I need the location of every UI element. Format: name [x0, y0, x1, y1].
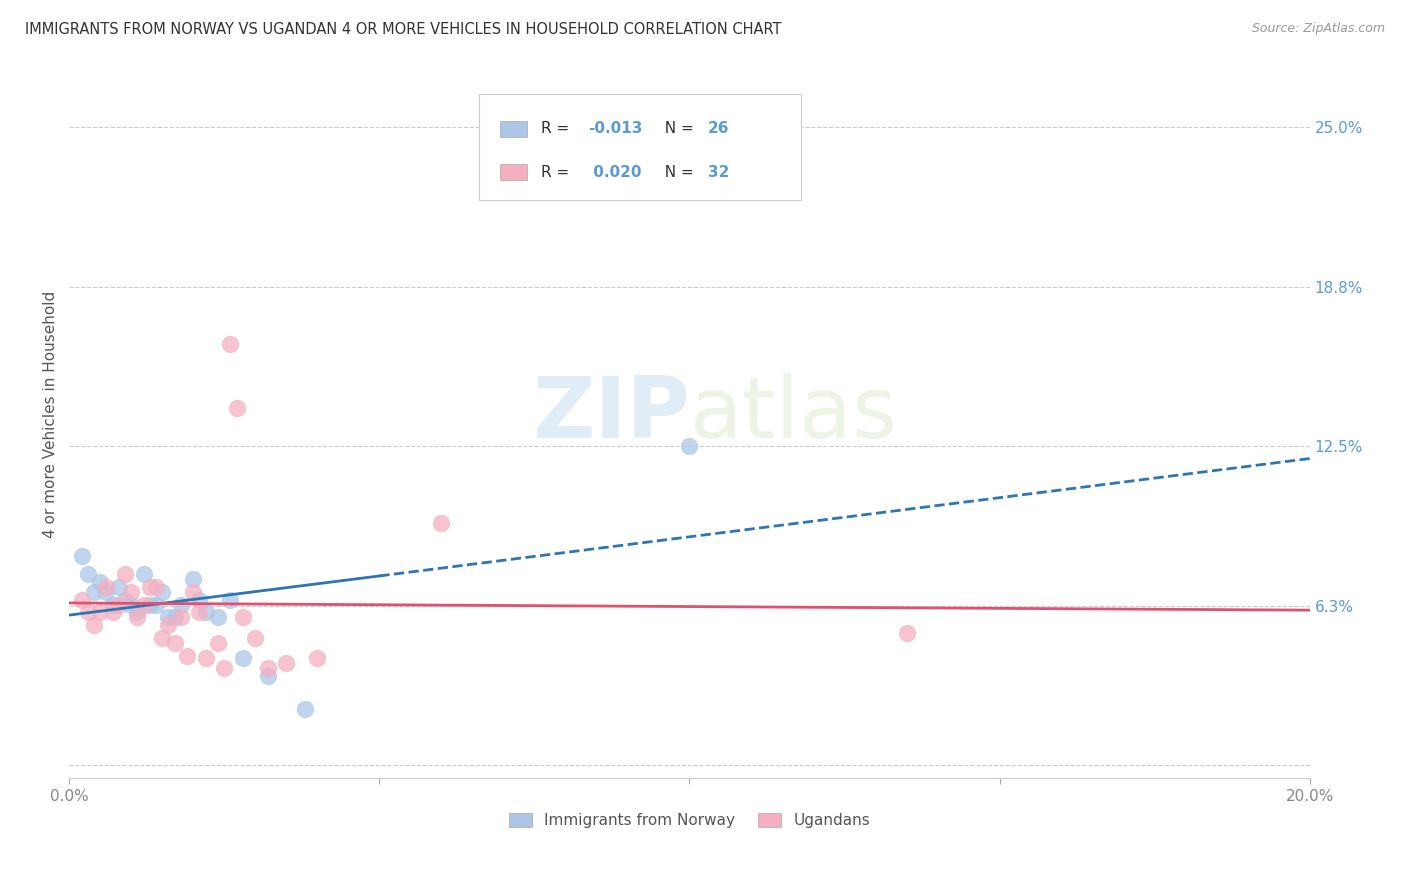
Point	[96, 585, 118, 599]
FancyBboxPatch shape	[478, 95, 801, 200]
Y-axis label: 4 or more Vehicles in Household: 4 or more Vehicles in Household	[44, 291, 58, 538]
Point	[89, 605, 111, 619]
Point	[89, 574, 111, 589]
Text: IMMIGRANTS FROM NORWAY VS UGANDAN 4 OR MORE VEHICLES IN HOUSEHOLD CORRELATION CH: IMMIGRANTS FROM NORWAY VS UGANDAN 4 OR M…	[25, 22, 782, 37]
Point	[83, 618, 105, 632]
Point	[219, 337, 242, 351]
Point	[127, 610, 149, 624]
Legend: Immigrants from Norway, Ugandans: Immigrants from Norway, Ugandans	[502, 805, 877, 836]
Text: R =: R =	[540, 165, 574, 179]
Point	[307, 651, 329, 665]
Point	[96, 580, 118, 594]
Text: R =: R =	[540, 121, 574, 136]
Point	[83, 585, 105, 599]
Text: -0.013: -0.013	[588, 121, 643, 136]
Text: atlas: atlas	[689, 373, 897, 456]
Point	[207, 636, 229, 650]
Point	[157, 618, 180, 632]
Text: 0.020: 0.020	[588, 165, 641, 179]
Point	[120, 585, 142, 599]
Point	[232, 610, 254, 624]
Point	[150, 631, 173, 645]
Point	[170, 610, 193, 624]
Point	[108, 598, 131, 612]
Point	[294, 702, 316, 716]
Text: N =: N =	[655, 121, 699, 136]
Point	[101, 605, 124, 619]
Point	[145, 598, 167, 612]
Text: ZIP: ZIP	[531, 373, 689, 456]
Point	[256, 669, 278, 683]
Text: 26: 26	[709, 121, 730, 136]
Point	[114, 566, 136, 581]
Point	[219, 592, 242, 607]
Point	[132, 566, 155, 581]
FancyBboxPatch shape	[499, 164, 527, 180]
Point	[139, 580, 162, 594]
Point	[207, 610, 229, 624]
Text: Source: ZipAtlas.com: Source: ZipAtlas.com	[1251, 22, 1385, 36]
Point	[170, 598, 193, 612]
Point	[225, 401, 247, 415]
Point	[127, 605, 149, 619]
Point	[181, 585, 204, 599]
Point	[163, 636, 186, 650]
Point	[232, 651, 254, 665]
Point	[430, 516, 453, 530]
Point	[176, 648, 198, 663]
Point	[76, 566, 98, 581]
Point	[108, 580, 131, 594]
Point	[76, 605, 98, 619]
Point	[245, 631, 267, 645]
FancyBboxPatch shape	[499, 120, 527, 136]
Point	[678, 439, 700, 453]
Point	[70, 549, 93, 563]
Point	[139, 598, 162, 612]
Point	[256, 661, 278, 675]
Point	[150, 585, 173, 599]
Text: N =: N =	[655, 165, 699, 179]
Point	[188, 605, 211, 619]
Point	[145, 580, 167, 594]
Point	[276, 657, 298, 671]
Point	[896, 625, 918, 640]
Point	[157, 610, 180, 624]
Point	[214, 661, 236, 675]
Point	[163, 610, 186, 624]
Text: 32: 32	[709, 165, 730, 179]
Point	[188, 592, 211, 607]
Point	[194, 651, 217, 665]
Point	[181, 572, 204, 586]
Point	[132, 598, 155, 612]
Point	[114, 592, 136, 607]
Point	[70, 592, 93, 607]
Point	[101, 598, 124, 612]
Point	[120, 598, 142, 612]
Point	[194, 605, 217, 619]
